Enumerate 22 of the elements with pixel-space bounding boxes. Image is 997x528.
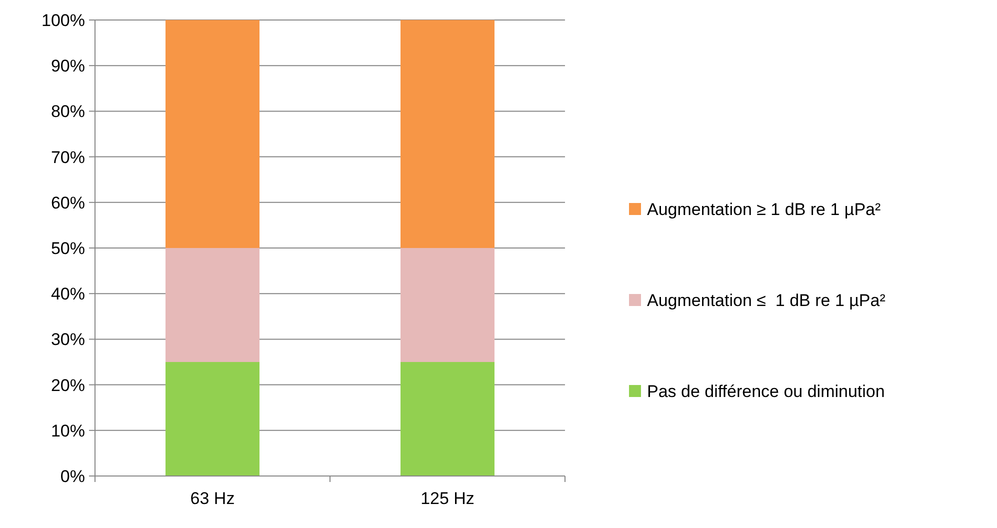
legend-label: Pas de différence ou diminution <box>647 382 885 401</box>
y-tick-label: 40% <box>50 284 85 304</box>
x-tick-label: 63 Hz <box>190 489 235 508</box>
y-tick-label: 80% <box>50 102 85 122</box>
bar <box>400 362 494 476</box>
y-tick-label: 30% <box>50 330 85 350</box>
legend-label: Augmentation ≤ 1 dB re 1 µPa² <box>647 290 886 310</box>
y-tick-label: 0% <box>60 466 85 486</box>
y-tick-label: 70% <box>50 148 85 167</box>
bar <box>166 248 260 362</box>
x-tick-label: 125 Hz <box>420 489 474 508</box>
bar <box>166 20 260 248</box>
y-tick-label: 10% <box>50 421 85 440</box>
y-tick-label: 50% <box>50 238 85 258</box>
bar <box>400 20 494 248</box>
y-tick-label: 90% <box>50 56 85 76</box>
y-tick-label: 100% <box>42 10 85 30</box>
y-tick-label: 60% <box>50 193 85 212</box>
y-tick-label: 20% <box>50 376 85 395</box>
bar <box>400 248 494 362</box>
legend-label: Augmentation ≥ 1 dB re 1 µPa² <box>647 200 881 219</box>
bar <box>166 362 260 476</box>
